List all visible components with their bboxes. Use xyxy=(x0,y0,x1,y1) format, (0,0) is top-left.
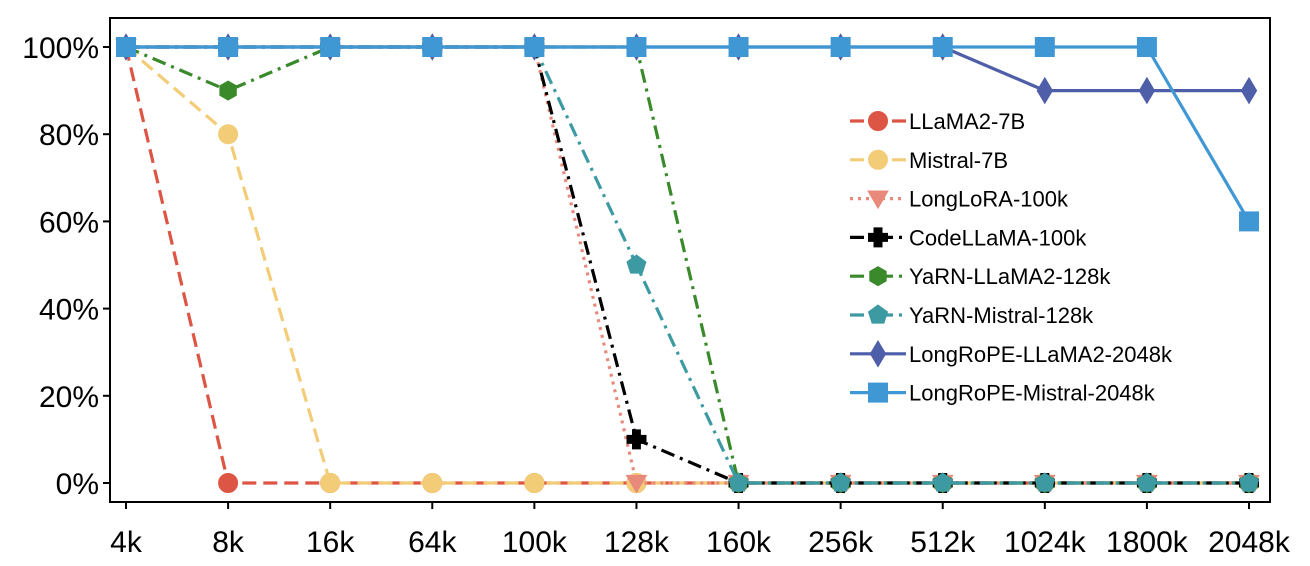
legend-item-yarn-llama2-128k: YaRN-LLaMA2-128k xyxy=(850,264,1111,289)
data-point xyxy=(1034,472,1055,492)
x-tick-label: 8k xyxy=(212,526,245,559)
data-point xyxy=(830,37,851,57)
data-point xyxy=(320,473,341,493)
series-line xyxy=(126,45,1251,223)
x-tick-label: 1800k xyxy=(1106,526,1189,559)
legend-label: YaRN-Mistral-128k xyxy=(909,303,1094,328)
y-tick-label: 0% xyxy=(56,468,99,501)
data-point xyxy=(422,473,443,493)
data-point xyxy=(1238,472,1260,492)
data-point xyxy=(626,429,647,450)
data-point xyxy=(1240,76,1258,105)
y-tick-label: 100% xyxy=(22,32,99,65)
legend-marker xyxy=(869,340,887,368)
data-point xyxy=(218,37,239,57)
x-tick-label: 4k xyxy=(110,526,143,559)
legend-item-longrope-llama2-2048k: LongRoPE-LLaMA2-2048k xyxy=(850,340,1173,368)
legend-label: LLaMA2-7B xyxy=(909,109,1025,134)
axes: 4k 8k 16k 64k 100k 128k 160k 256k 512k 1024k 1800k… xyxy=(22,17,1291,559)
data-point xyxy=(932,37,953,57)
legend-marker xyxy=(868,382,888,403)
data-point xyxy=(524,473,545,493)
x-tick-label: 1024k xyxy=(1004,526,1087,559)
legend-label: LongRoPE-LLaMA2-2048k xyxy=(909,342,1173,367)
data-point xyxy=(1239,211,1259,232)
legend-item-longlora-100k: LongLoRA-100k xyxy=(850,187,1069,212)
data-point xyxy=(626,254,647,274)
legend-label: Mistral-7B xyxy=(909,148,1008,173)
data-point xyxy=(320,37,341,57)
y-tick-label: 40% xyxy=(39,294,99,327)
legend-item-mistral-7b: Mistral-7B xyxy=(850,148,1008,173)
legend-label: LongLoRA-100k xyxy=(909,187,1069,212)
data-point xyxy=(524,37,545,57)
plot-area xyxy=(115,33,1260,494)
legend: LLaMA2-7B Mistral-7B LongLoRA-100k CodeLLaM… xyxy=(850,109,1173,406)
data-point xyxy=(218,124,239,145)
data-point xyxy=(422,37,443,57)
series-longrope-llama2-2048k xyxy=(117,33,1258,105)
x-tick-label: 128k xyxy=(604,526,670,559)
legend-item-longrope-mistral-2048k: LongRoPE-Mistral-2048k xyxy=(850,381,1156,406)
legend-marker xyxy=(869,266,887,287)
legend-marker xyxy=(867,304,889,324)
data-point xyxy=(625,474,648,494)
data-point xyxy=(728,472,749,492)
data-point xyxy=(626,37,647,57)
x-tick-label: 2048k xyxy=(1208,526,1291,559)
data-point xyxy=(218,473,239,493)
data-point xyxy=(219,80,237,101)
data-point xyxy=(728,37,749,57)
x-tick-label: 160k xyxy=(706,526,772,559)
x-tick-label: 16k xyxy=(306,526,355,559)
legend-item-yarn-mistral-128k: YaRN-Mistral-128k xyxy=(850,303,1094,328)
y-tick-label: 80% xyxy=(39,119,99,152)
legend-label: YaRN-LLaMA2-128k xyxy=(909,264,1111,289)
legend-label: CodeLLaMA-100k xyxy=(909,225,1087,250)
y-tick-label: 20% xyxy=(39,381,99,414)
legend-marker xyxy=(868,111,888,131)
data-point xyxy=(1138,76,1156,105)
data-point xyxy=(830,472,851,492)
data-point xyxy=(1136,472,1157,492)
data-point xyxy=(1136,37,1157,57)
plot-frame xyxy=(109,17,1271,503)
legend-marker xyxy=(868,149,888,170)
x-tick-label: 256k xyxy=(808,526,874,559)
x-tick-label: 512k xyxy=(910,526,976,559)
legend-item-codellama-100k: CodeLLaMA-100k xyxy=(850,225,1087,250)
data-point xyxy=(932,472,953,492)
series-line xyxy=(125,45,1249,485)
series-line xyxy=(126,45,1249,93)
data-point xyxy=(1036,76,1053,105)
legend-marker xyxy=(867,190,889,210)
legend-label: LongRoPE-Mistral-2048k xyxy=(909,381,1156,406)
legend-marker xyxy=(868,227,888,248)
data-point xyxy=(1034,37,1055,57)
legend-item-llama2-7b: LLaMA2-7B xyxy=(850,109,1025,134)
series-longrope-mistral-2048k xyxy=(116,37,1259,232)
x-tick-label: 100k xyxy=(502,526,568,559)
y-tick-label: 60% xyxy=(39,206,99,239)
x-tick-label: 64k xyxy=(408,526,457,559)
data-point xyxy=(116,37,136,57)
